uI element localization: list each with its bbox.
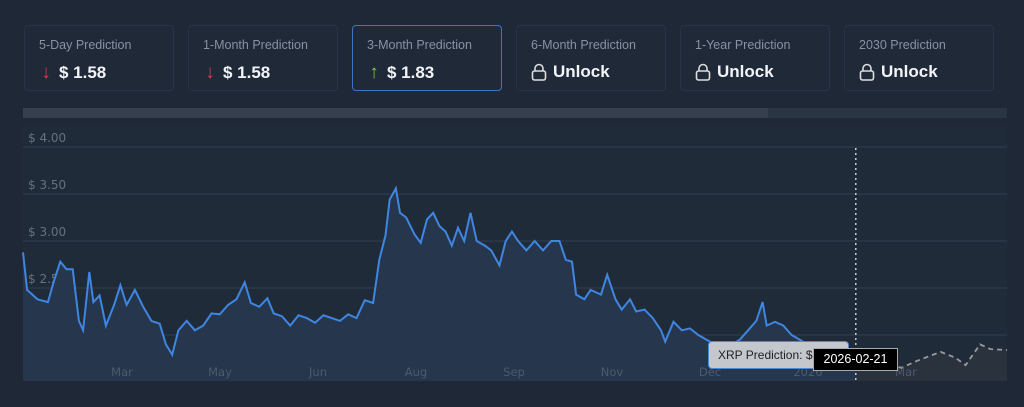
y-tick-label: $ 3.00 — [28, 225, 66, 239]
x-tick-label: Sep — [503, 365, 525, 379]
chart-scrollbar[interactable] — [23, 108, 1007, 118]
arrow-down-icon: ↓ — [41, 62, 51, 83]
x-tick-label: Jun — [308, 365, 327, 379]
x-tick-label: Nov — [601, 365, 624, 379]
date-crosshair-label: 2026-02-21 — [813, 348, 898, 371]
card-label: 1-Month Prediction — [203, 38, 308, 52]
card-value: $ 1.83 — [387, 63, 435, 82]
prediction-card-5[interactable]: 1-Year Prediction Unlock — [680, 25, 830, 91]
arrow-up-icon: ↑ — [369, 62, 379, 83]
card-label: 5-Day Prediction — [39, 38, 132, 52]
arrow-down-icon: ↓ — [205, 62, 215, 83]
lock-icon — [695, 63, 711, 81]
card-value: $ 1.58 — [223, 63, 271, 82]
card-value: Unlock — [717, 62, 774, 81]
x-tick-label: Mar — [895, 365, 917, 379]
lock-icon — [859, 63, 875, 81]
prediction-card-1[interactable]: 5-Day Prediction ↓ $ 1.58 — [24, 25, 174, 91]
card-label: 6-Month Prediction — [531, 38, 636, 52]
y-tick-label: $ 3.50 — [28, 178, 66, 192]
y-tick-label: $ 4.00 — [28, 131, 66, 145]
prediction-card-2[interactable]: 1-Month Prediction ↓ $ 1.58 — [188, 25, 338, 91]
scrollbar-thumb[interactable] — [23, 108, 768, 118]
prediction-card-3[interactable]: 3-Month Prediction ↑ $ 1.83 — [352, 25, 502, 91]
prediction-card-6[interactable]: 2030 Prediction Unlock — [844, 25, 994, 91]
card-label: 1-Year Prediction — [695, 38, 791, 52]
prediction-card-4[interactable]: 6-Month Prediction Unlock — [516, 25, 666, 91]
card-value: $ 1.58 — [59, 63, 107, 82]
card-value: Unlock — [881, 62, 938, 81]
card-value: Unlock — [553, 62, 610, 81]
lock-icon — [531, 63, 547, 81]
x-tick-label: May — [208, 365, 232, 379]
forecast-area — [855, 344, 1007, 381]
x-tick-label: Mar — [111, 365, 133, 379]
historical-area — [23, 188, 856, 381]
card-label: 3-Month Prediction — [367, 38, 472, 52]
card-label: 2030 Prediction — [859, 38, 946, 52]
historical-line — [22, 185, 856, 358]
x-tick-label: Aug — [405, 365, 427, 379]
